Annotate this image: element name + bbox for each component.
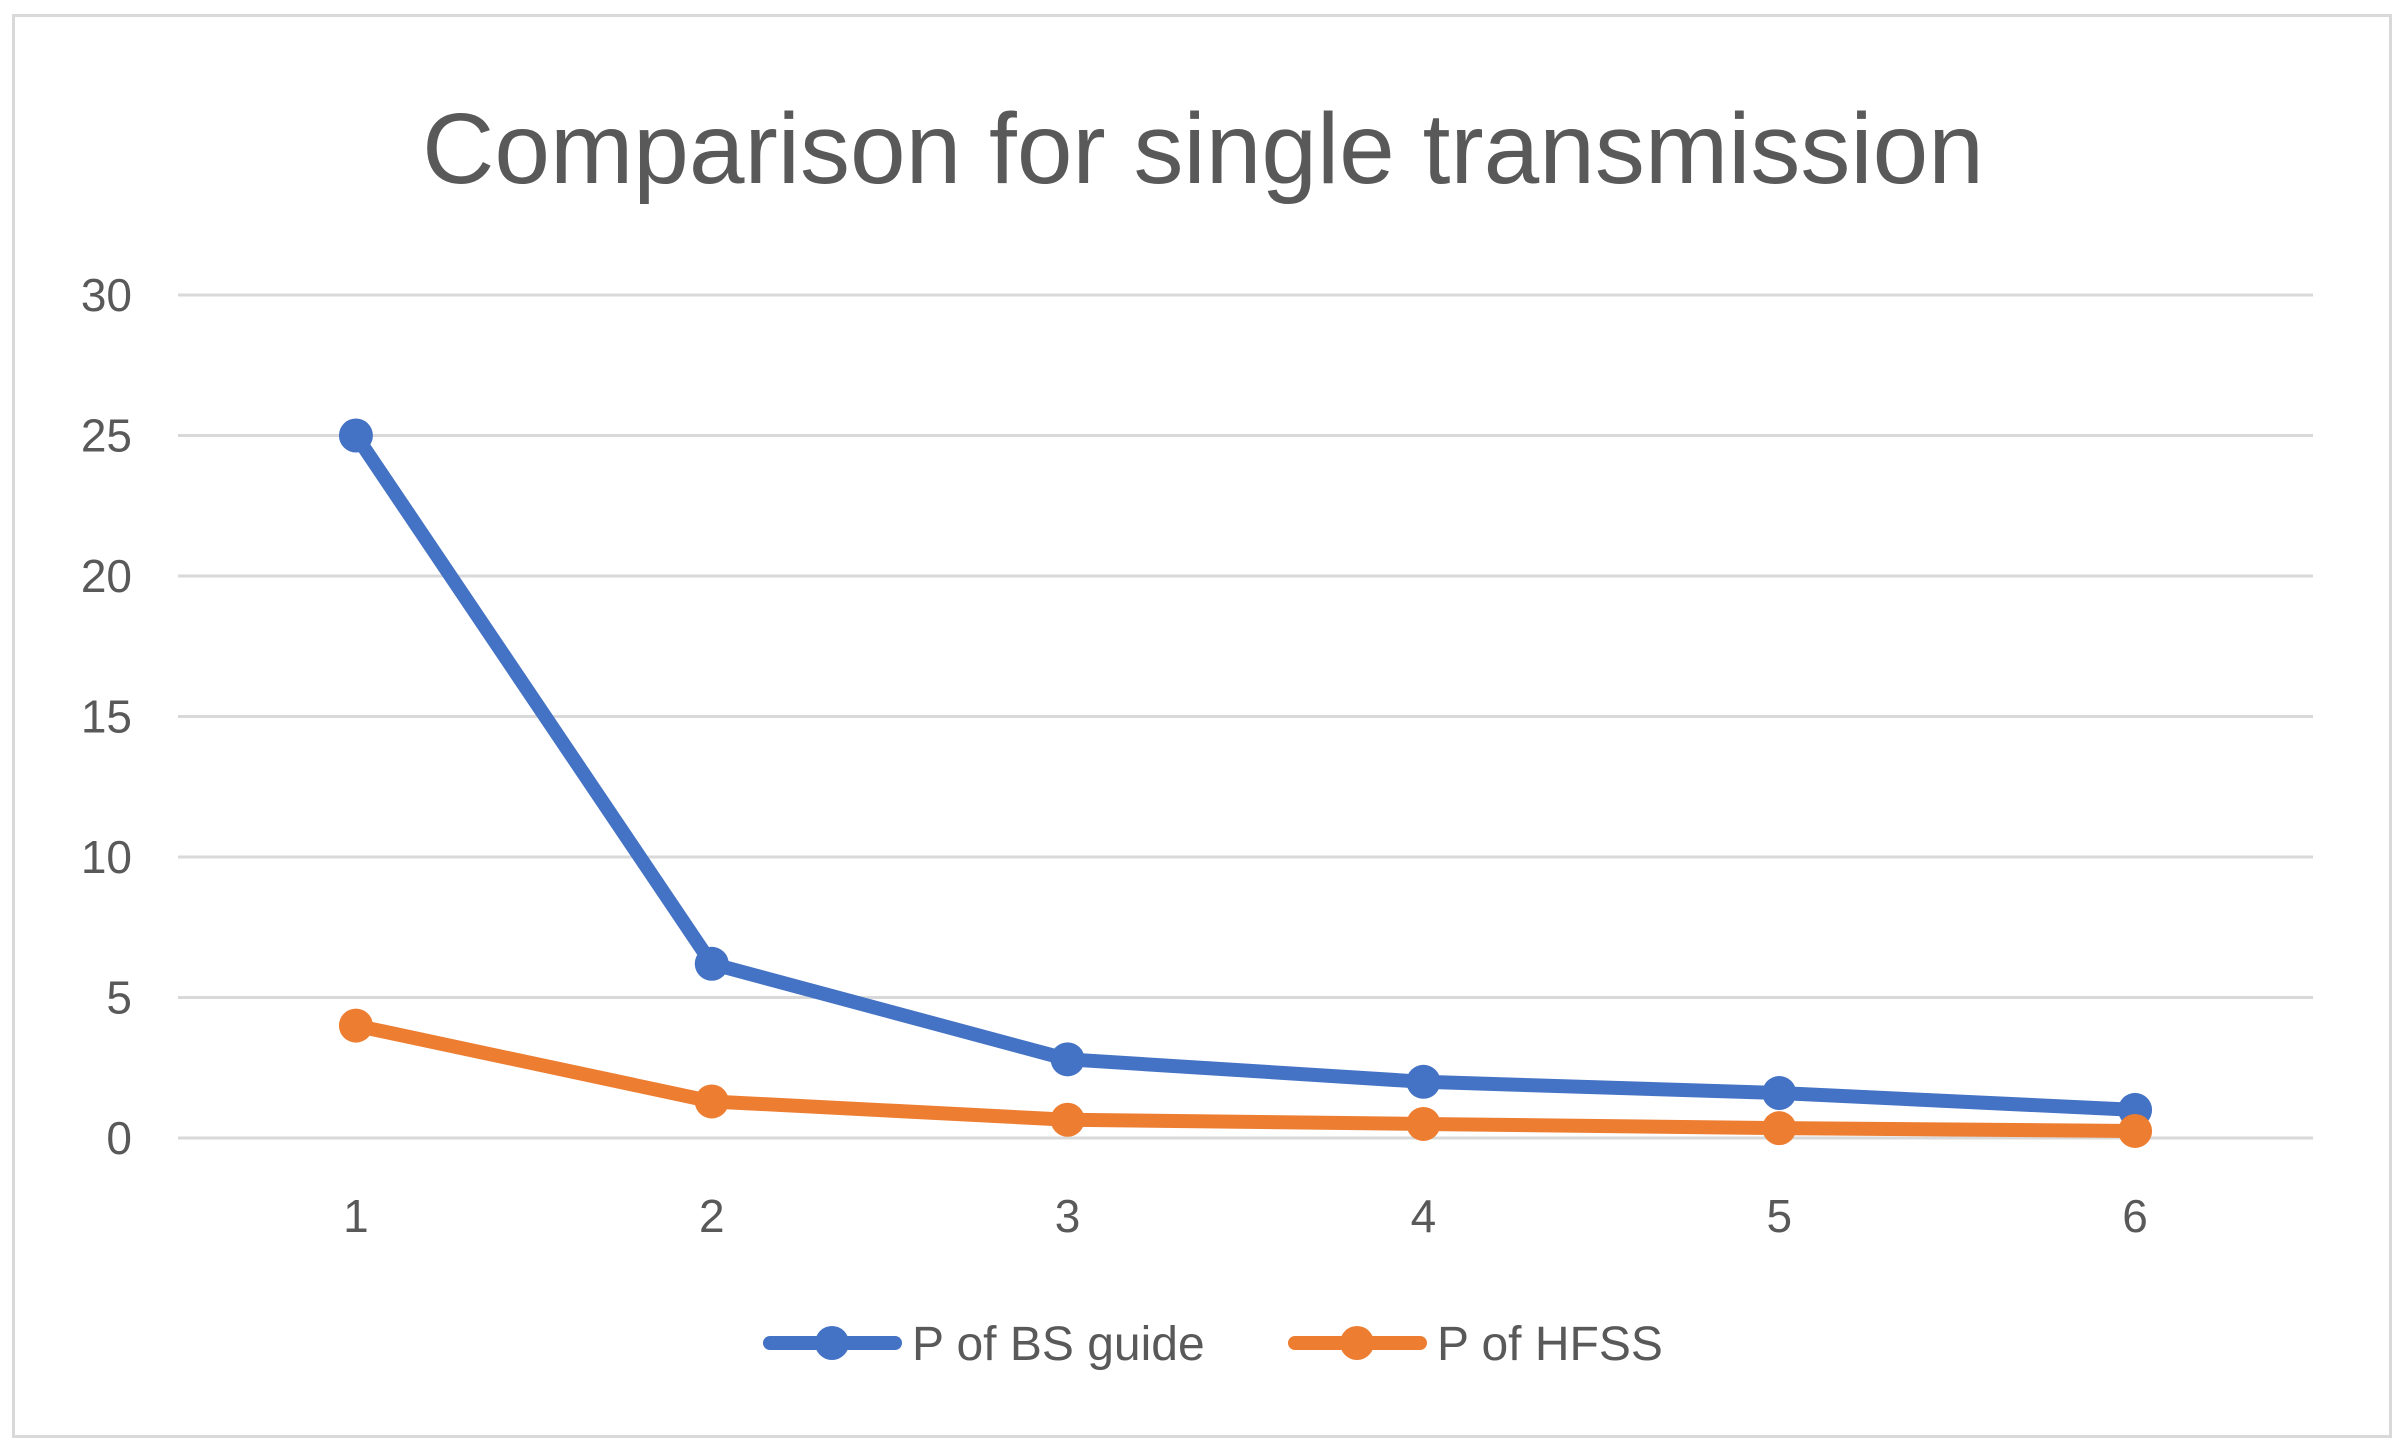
data-point [1406, 1064, 1441, 1099]
y-tick-label: 30 [81, 269, 132, 321]
y-tick-label: 15 [81, 691, 132, 743]
chart-title: Comparison for single transmission [422, 93, 1984, 205]
x-tick-label: 4 [1411, 1190, 1437, 1242]
y-tick-label: 20 [81, 550, 132, 602]
y-tick-label: 0 [106, 1112, 132, 1164]
data-point [694, 1084, 729, 1119]
x-tick-label: 3 [1055, 1190, 1081, 1242]
x-tick-label: 6 [2122, 1190, 2148, 1242]
legend-label: P of HFSS [1437, 1318, 1663, 1371]
data-point [338, 418, 373, 453]
data-point [2118, 1113, 2153, 1148]
x-tick-label: 5 [1766, 1190, 1792, 1242]
data-point [1406, 1106, 1441, 1141]
data-point [1762, 1076, 1797, 1111]
legend-marker [815, 1326, 849, 1360]
data-point [1762, 1111, 1797, 1146]
data-point [338, 1008, 373, 1043]
gridlines [178, 293, 2313, 1140]
x-tick-label: 1 [343, 1190, 369, 1242]
y-tick-label: 10 [81, 831, 132, 883]
legend-marker [1340, 1326, 1374, 1360]
y-tick-label: 5 [106, 972, 132, 1024]
y-axis-ticks: 0 5 10 15 20 25 30 [81, 269, 132, 1164]
chart-frame [12, 14, 2392, 1438]
legend-item: P of BS guide [763, 1318, 1205, 1371]
legend: P of BS guide P of HFSS [763, 1318, 1663, 1371]
data-point [1050, 1102, 1085, 1137]
x-axis-ticks: 1 2 3 4 5 6 [343, 1190, 2148, 1242]
series-bs-guide [338, 418, 2153, 1127]
data-point [694, 946, 729, 981]
x-tick-label: 2 [699, 1190, 725, 1242]
series-line [348, 428, 2143, 1117]
series-line [348, 1018, 2143, 1138]
legend-item: P of HFSS [1288, 1318, 1663, 1371]
legend-label: P of BS guide [912, 1318, 1205, 1371]
series-group [338, 418, 2153, 1148]
series-hfss [338, 1008, 2153, 1148]
data-point [1050, 1042, 1085, 1077]
y-tick-label: 25 [81, 410, 132, 462]
